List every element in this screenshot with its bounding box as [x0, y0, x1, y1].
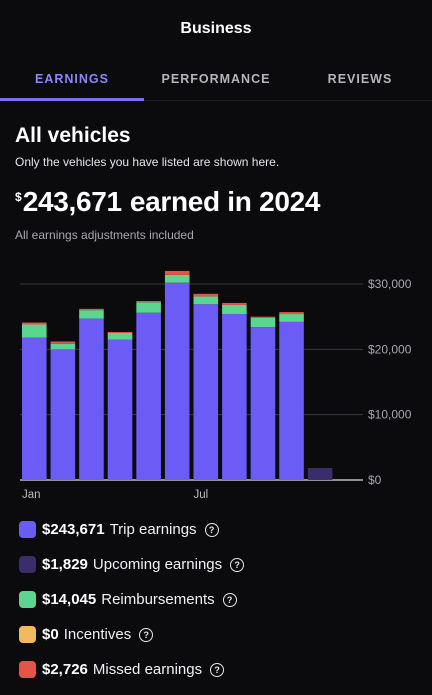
tab-performance[interactable]: PERFORMANCE	[161, 72, 271, 86]
legend-value: $243,671	[42, 521, 105, 538]
legend-value: $1,829	[42, 556, 88, 573]
chart-bar-segment	[136, 312, 161, 480]
question-circle-icon[interactable]: ?	[222, 592, 237, 607]
legend-label: Missed earnings	[92, 661, 203, 678]
total-amount: 243,671	[22, 186, 122, 217]
legend-item-upcoming-earnings: $1,829 Upcoming earnings ?	[19, 547, 419, 582]
chart-bar-segment	[222, 314, 247, 480]
chart-bar-segment	[136, 300, 161, 303]
chart-bar-segment	[50, 349, 76, 480]
legend-label: Reimbursements	[101, 591, 215, 608]
chart-bar-segment	[193, 304, 219, 480]
chart-bar-segment	[193, 293, 219, 297]
chart-bar-segment	[50, 343, 76, 350]
chart-bar-segment	[79, 310, 104, 319]
legend-swatch	[19, 556, 36, 573]
section-title: All vehicles	[15, 124, 131, 147]
chart-bar-segment	[107, 339, 133, 480]
chart-bar-segment	[279, 312, 304, 315]
chart-bar-segment	[164, 274, 190, 283]
chart-bar-segment	[279, 314, 304, 322]
legend-value: $2,726	[42, 661, 88, 678]
chart-bar-segment	[250, 327, 276, 480]
tab-reviews[interactable]: REVIEWS	[327, 72, 393, 86]
chart-bar-segment	[164, 270, 190, 275]
currency-symbol: $	[15, 190, 22, 204]
chart-bar-segment	[107, 333, 133, 340]
legend-label: Upcoming earnings	[92, 556, 223, 573]
legend-swatch	[19, 626, 36, 643]
y-tick-label: $0	[368, 473, 382, 487]
chart-bar-segment	[107, 332, 133, 333]
legend-swatch	[19, 521, 36, 538]
legend-swatch	[19, 591, 36, 608]
chart-bar-segment	[79, 318, 104, 480]
question-circle-icon[interactable]: ?	[204, 522, 219, 537]
question-circle-icon[interactable]: ?	[230, 557, 245, 572]
chart-bar-segment	[279, 321, 304, 480]
chart-bar-segment	[193, 296, 219, 305]
chart-bar-segment	[22, 337, 47, 480]
y-tick-label: $10,000	[368, 408, 412, 422]
legend-item-missed-earnings: $2,726 Missed earnings ?	[19, 652, 419, 687]
x-tick-label: Jan	[22, 489, 41, 501]
chart-bar-segment	[136, 302, 161, 313]
tab-bar: EARNINGS PERFORMANCE REVIEWS	[0, 58, 432, 101]
earnings-chart: $0 $10,000 $20,000 $30,000 Jan Jul	[20, 270, 412, 501]
tab-earnings[interactable]: EARNINGS	[0, 58, 144, 101]
legend-item-incentives: $0 Incentives ?	[19, 617, 419, 652]
chart-bar-segment	[250, 316, 276, 318]
page-title: Business	[180, 20, 252, 37]
legend-value: $0	[42, 626, 59, 643]
chart-bar-segment	[22, 324, 47, 338]
question-circle-icon[interactable]: ?	[210, 662, 225, 677]
chart-bar-segment	[250, 317, 276, 328]
legend-item-reimbursements: $14,045 Reimbursements ?	[19, 582, 419, 617]
legend-value: $14,045	[42, 591, 97, 608]
y-tick-label: $30,000	[368, 277, 412, 291]
header: Business	[0, 0, 432, 58]
chart-bar-segment	[50, 341, 76, 344]
legend-swatch	[19, 661, 36, 678]
legend: $243,671 Trip earnings ? $1,829 Upcoming…	[19, 512, 419, 687]
y-tick-label: $20,000	[368, 342, 412, 356]
section-subtitle: Only the vehicles you have listed are sh…	[15, 155, 280, 169]
chart-bar-segment	[22, 322, 47, 325]
chart-bar-segment	[79, 308, 104, 311]
adjustments-note: All earnings adjustments included	[15, 228, 194, 242]
total-suffix: earned in 2024	[129, 186, 321, 217]
chart-bar-segment	[222, 302, 247, 305]
legend-label: Incentives	[63, 626, 132, 643]
legend-item-trip-earnings: $243,671 Trip earnings ?	[19, 512, 419, 547]
question-circle-icon[interactable]: ?	[139, 627, 154, 642]
x-tick-label: Jul	[194, 489, 209, 501]
chart-bar-segment	[307, 468, 333, 480]
chart-bar-segment	[222, 304, 247, 315]
legend-label: Trip earnings	[109, 521, 197, 538]
total-earnings: $ 243,671 earned in 2024	[15, 186, 320, 218]
chart-bar-segment	[164, 282, 190, 480]
